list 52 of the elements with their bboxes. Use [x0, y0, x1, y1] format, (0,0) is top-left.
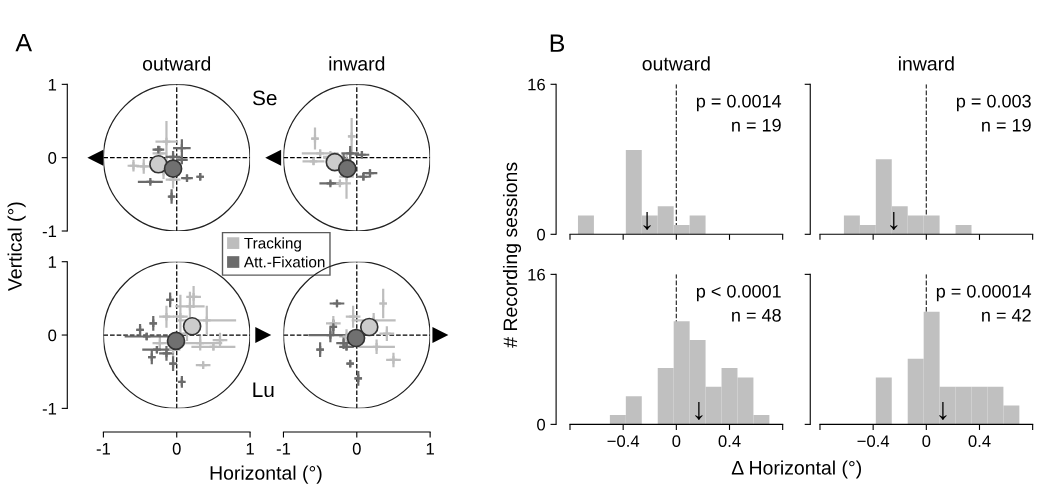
text: ▶	[432, 327, 449, 343]
annotation: n = 19	[982, 118, 1031, 132]
x-tick-label: 0	[352, 442, 361, 455]
text: ◀	[265, 149, 282, 166]
text: B	[550, 34, 565, 52]
y-tick-label: 0	[537, 228, 546, 241]
y-tick-label: 0	[48, 152, 57, 164]
y-tick-label: 16	[528, 268, 545, 281]
x-tick-label: −0.4	[857, 435, 890, 448]
annotation: p = 0.0014	[696, 94, 782, 112]
text: Lu	[253, 382, 274, 398]
x-tick-label: 1	[426, 443, 434, 455]
annotation: ↓	[695, 401, 703, 421]
annotation: p = 0.00014	[936, 284, 1032, 302]
y-tick-label: -1	[42, 225, 57, 238]
x-tick-label: -1	[276, 443, 291, 455]
y-tick-label: 0	[48, 329, 57, 342]
chart-title: inward	[329, 56, 385, 71]
x-tick-label: 1	[246, 443, 254, 455]
y-axis-title: Vertical (°)	[7, 202, 26, 292]
x-tick-label: −0.4	[607, 435, 640, 448]
x-tick-label: 0.4	[968, 435, 991, 448]
chart-title: inward	[898, 56, 954, 71]
legend-label: Att.-Fixation	[243, 256, 325, 268]
annotation: ↓	[939, 401, 947, 421]
legend-label: Tracking	[244, 237, 301, 252]
x-tick-label: 0	[672, 435, 681, 448]
text: ▶	[255, 327, 272, 343]
chart-title: outward	[142, 56, 211, 71]
text: ◀	[87, 149, 104, 166]
annotation: n = 48	[732, 308, 781, 322]
annotation: ↓	[643, 211, 651, 230]
y-axis-title: # Recording sessions	[502, 162, 522, 348]
annotation: p < 0.0001	[696, 284, 781, 302]
x-tick-label: 0	[922, 435, 931, 448]
x-tick-label: -1	[96, 443, 110, 455]
text: A	[15, 34, 33, 52]
y-tick-label: 0	[537, 418, 546, 431]
text: Se	[252, 90, 277, 106]
x-axis-title: Δ Horizontal (°)	[731, 460, 862, 479]
x-axis-title: Horizontal (°)	[210, 465, 322, 484]
chart-title: outward	[642, 56, 710, 71]
y-tick-label: 1	[48, 78, 57, 91]
x-tick-label: 0.4	[718, 435, 741, 448]
x-tick-label: 0	[172, 442, 181, 455]
y-tick-label: 16	[528, 78, 545, 91]
annotation: p = 0.003	[956, 94, 1031, 112]
annotation: n = 42	[982, 308, 1031, 322]
annotation: ↓	[890, 211, 898, 230]
y-tick-label: 1	[48, 256, 57, 268]
y-tick-label: -1	[42, 402, 57, 415]
annotation: n = 19	[732, 118, 781, 132]
